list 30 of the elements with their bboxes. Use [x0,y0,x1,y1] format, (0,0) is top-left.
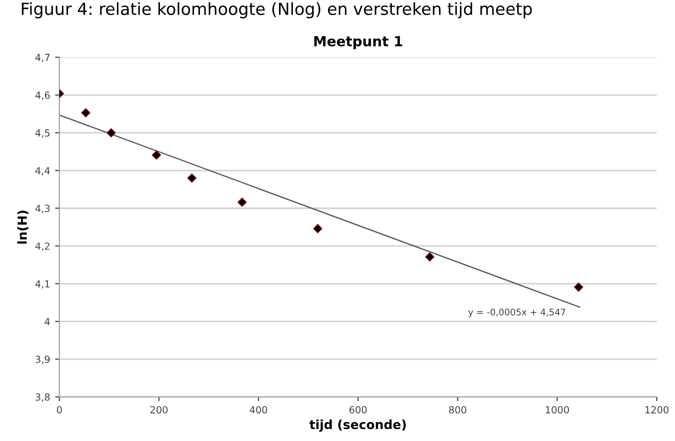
annotation: y = -0,0005x + 4,547 [468,308,566,318]
point [152,150,162,160]
y-tick-label: 4,6 [35,92,50,100]
chart-title: Meetpunt 1 [314,36,402,50]
x-tick-label: 1000 [546,406,569,414]
point [425,252,434,262]
point [313,224,322,234]
x-tick-label: 1200 [645,406,668,414]
y-tick-label: 4,4 [35,167,50,176]
point [81,108,90,118]
y-axis-title: ln(H) [17,210,28,244]
y-tick-label: 4,1 [35,280,50,289]
y-tick-label: 4,5 [35,129,50,138]
y-tick-label: 3,9 [36,356,50,364]
point [106,128,116,138]
chart-subtitle: Figuur 4: relatie kolomhoogte (Nlog) en verstreken tijd meetp [22,2,532,18]
y-tick-label: 4,7 [35,54,50,62]
y-tick-label: 4,2 [35,242,50,251]
x-tick-label: 400 [250,406,268,414]
x-tick-label: 800 [449,406,466,414]
x-axis-title: tijd (seconde) [309,420,406,432]
point [574,282,584,292]
y-tick-label: 3,8 [36,393,50,402]
y-tick-label: 4,3 [35,204,50,214]
x-tick-label: 200 [150,406,168,414]
x-tick-label: 600 [349,406,367,414]
point [238,198,247,207]
x-tick-label: 0 [56,406,62,414]
y-tick-label: 4 [44,318,50,326]
point [187,173,196,183]
